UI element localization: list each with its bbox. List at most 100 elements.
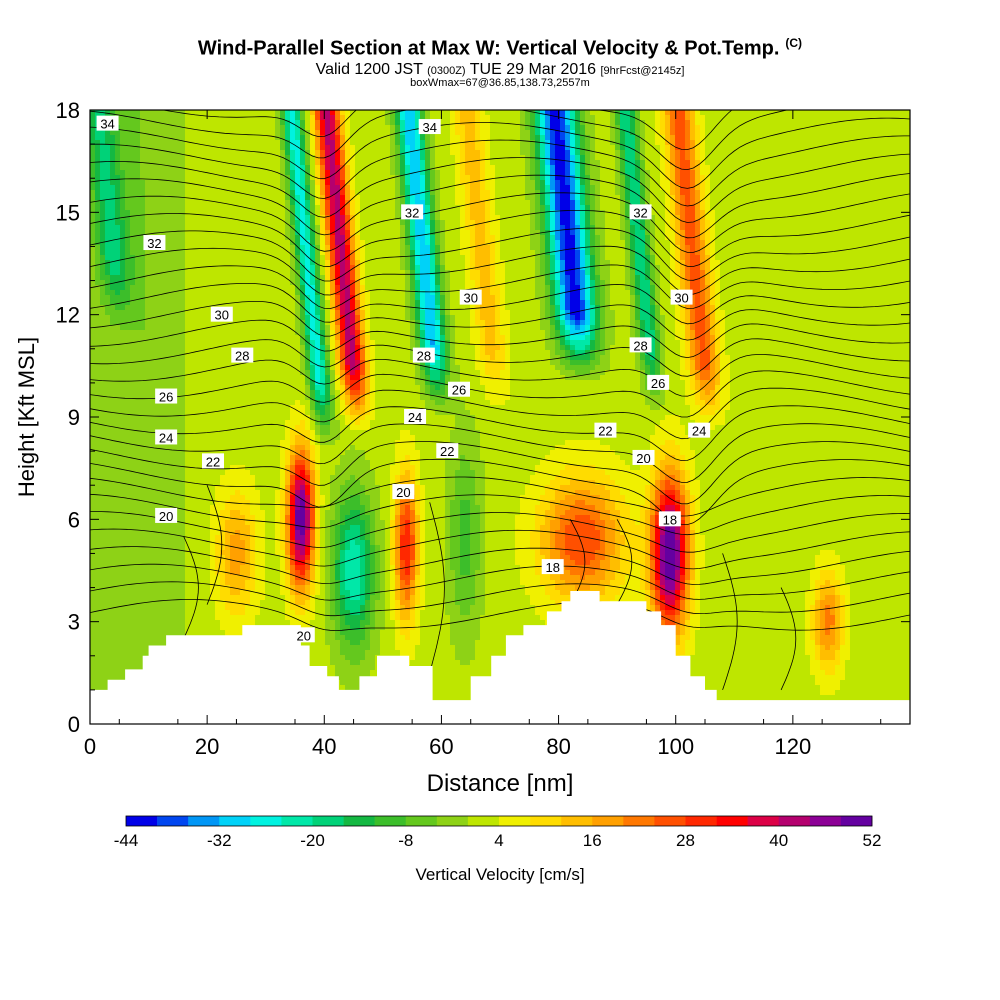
velocity-cell xyxy=(845,155,851,161)
velocity-cell xyxy=(490,195,496,201)
velocity-cell xyxy=(125,195,131,201)
velocity-cell xyxy=(615,120,621,126)
velocity-cell xyxy=(900,240,906,246)
velocity-cell xyxy=(640,245,646,251)
velocity-cell xyxy=(90,230,96,236)
velocity-cell xyxy=(245,145,251,151)
velocity-cell xyxy=(230,165,236,171)
velocity-cell xyxy=(215,175,221,181)
velocity-cell xyxy=(680,240,686,246)
velocity-cell xyxy=(235,155,241,161)
velocity-cell xyxy=(210,220,216,226)
velocity-cell xyxy=(600,240,606,246)
velocity-cell xyxy=(290,150,296,156)
velocity-cell xyxy=(120,235,126,241)
velocity-cell xyxy=(465,140,471,146)
velocity-cell xyxy=(680,130,686,136)
velocity-cell xyxy=(705,205,711,211)
velocity-cell xyxy=(835,220,841,226)
velocity-cell xyxy=(145,215,151,221)
velocity-cell xyxy=(565,195,571,201)
velocity-cell xyxy=(770,120,776,126)
velocity-cell xyxy=(460,250,466,256)
velocity-cell xyxy=(470,230,476,236)
velocity-cell xyxy=(765,120,771,126)
velocity-cell xyxy=(205,125,211,131)
velocity-cell xyxy=(805,185,811,191)
velocity-cell xyxy=(255,245,261,251)
velocity-cell xyxy=(470,150,476,156)
velocity-cell xyxy=(440,120,446,126)
velocity-cell xyxy=(410,220,416,226)
velocity-cell xyxy=(575,120,581,126)
velocity-cell xyxy=(525,115,531,121)
velocity-cell xyxy=(610,255,616,261)
velocity-cell xyxy=(865,200,871,206)
velocity-cell xyxy=(490,135,496,141)
velocity-cell xyxy=(845,190,851,196)
velocity-cell xyxy=(120,170,126,176)
velocity-cell xyxy=(780,110,786,116)
velocity-cell xyxy=(475,215,481,221)
velocity-cell xyxy=(115,110,121,116)
velocity-cell xyxy=(585,230,591,236)
velocity-cell xyxy=(555,170,561,176)
velocity-cell xyxy=(450,235,456,241)
velocity-cell xyxy=(230,120,236,126)
velocity-cell xyxy=(230,180,236,186)
velocity-cell xyxy=(690,135,696,141)
velocity-cell xyxy=(535,120,541,126)
velocity-cell xyxy=(445,225,451,231)
velocity-cell xyxy=(425,175,431,181)
velocity-cell xyxy=(705,125,711,131)
velocity-cell xyxy=(890,195,896,201)
velocity-cell xyxy=(705,130,711,136)
velocity-cell xyxy=(215,180,221,186)
velocity-cell xyxy=(525,135,531,141)
velocity-cell xyxy=(615,130,621,136)
velocity-cell xyxy=(730,125,736,131)
velocity-cell xyxy=(740,175,746,181)
velocity-cell xyxy=(250,185,256,191)
velocity-cell xyxy=(475,175,481,181)
velocity-cell xyxy=(110,130,116,136)
velocity-cell xyxy=(205,230,211,236)
velocity-cell xyxy=(645,195,651,201)
velocity-cell xyxy=(205,145,211,151)
velocity-cell xyxy=(265,125,271,131)
velocity-cell xyxy=(675,195,681,201)
velocity-cell xyxy=(855,135,861,141)
velocity-cell xyxy=(690,185,696,191)
velocity-cell xyxy=(590,215,596,221)
velocity-cell xyxy=(300,155,306,161)
velocity-cell xyxy=(840,155,846,161)
velocity-cell xyxy=(545,205,551,211)
velocity-cell xyxy=(355,135,361,141)
velocity-cell xyxy=(175,180,181,186)
velocity-cell xyxy=(620,135,626,141)
velocity-cell xyxy=(385,145,391,151)
velocity-cell xyxy=(565,160,571,166)
velocity-cell xyxy=(855,190,861,196)
velocity-cell xyxy=(360,150,366,156)
velocity-cell xyxy=(780,230,786,236)
velocity-cell xyxy=(405,225,411,231)
velocity-cell xyxy=(360,185,366,191)
velocity-cell xyxy=(510,130,516,136)
velocity-cell xyxy=(835,200,841,206)
velocity-cell xyxy=(400,115,406,121)
velocity-cell xyxy=(325,180,331,186)
velocity-cell xyxy=(825,150,831,156)
velocity-cell xyxy=(445,165,451,171)
velocity-cell xyxy=(725,245,731,251)
velocity-cell xyxy=(610,220,616,226)
velocity-cell xyxy=(190,125,196,131)
velocity-cell xyxy=(275,250,281,256)
velocity-cell xyxy=(810,170,816,176)
velocity-cell xyxy=(755,125,761,131)
velocity-cell xyxy=(600,175,606,181)
velocity-cell xyxy=(600,255,606,261)
velocity-cell xyxy=(380,215,386,221)
velocity-cell xyxy=(815,235,821,241)
velocity-cell xyxy=(200,125,206,131)
